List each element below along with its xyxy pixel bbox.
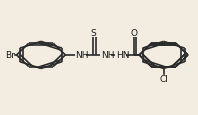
Text: NH: NH [76, 51, 89, 60]
Text: NH: NH [101, 51, 114, 60]
Text: HN: HN [116, 51, 129, 60]
Text: O: O [130, 28, 137, 37]
Text: Br: Br [5, 51, 14, 60]
Text: Cl: Cl [159, 75, 168, 84]
Text: S: S [90, 28, 96, 37]
